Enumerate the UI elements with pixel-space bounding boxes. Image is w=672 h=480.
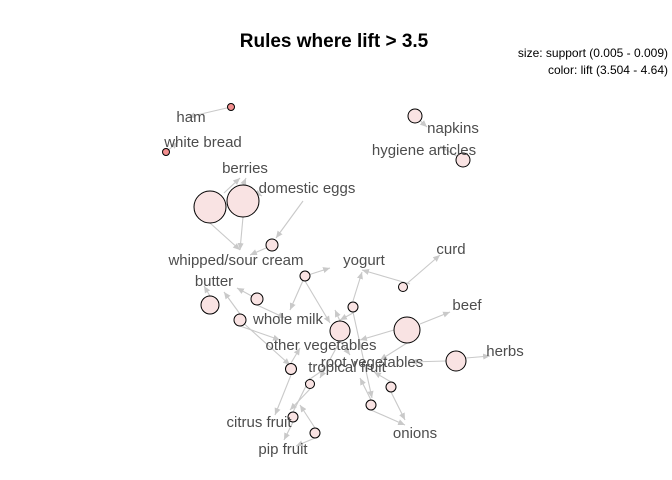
item-label-citrus-fruit: citrus fruit — [226, 414, 292, 431]
rule-butter-large — [200, 295, 220, 315]
item-label-ham: ham — [176, 109, 205, 126]
legend-size: size: support (0.005 - 0.009) — [518, 46, 668, 60]
item-label-berries: berries — [222, 160, 268, 177]
rule-edge-26 — [419, 311, 451, 325]
rule-edge-44 — [239, 319, 291, 366]
rule-edge-13 — [289, 275, 306, 311]
item-label-root-vegetables: root vegetables — [321, 354, 424, 371]
item-label-other-vegetables: other vegetables — [266, 337, 377, 354]
item-label-beef: beef — [452, 297, 482, 314]
rule-edge-43 — [352, 311, 374, 399]
rule-white-bread — [162, 148, 170, 156]
rule-edge-9 — [237, 216, 244, 251]
rule-edge-30 — [290, 347, 301, 364]
rule-edge-32 — [309, 367, 327, 380]
rule-yogurt — [347, 301, 359, 313]
rule-edge-28 — [409, 358, 447, 365]
rule-edge-6 — [240, 177, 247, 186]
rule-edge-27 — [379, 342, 408, 361]
rule-edge-1 — [187, 106, 232, 119]
rule-whipped-cream — [265, 238, 279, 252]
rule-edge-16 — [203, 285, 211, 297]
rule-edge-18 — [223, 291, 241, 315]
item-label-pip-fruit: pip fruit — [258, 441, 308, 458]
item-label-curd: curd — [436, 241, 465, 258]
rule-curd — [398, 282, 408, 292]
item-label-butter: butter — [195, 273, 233, 290]
rule-tropical-2 — [305, 379, 315, 389]
rule-edge-22 — [339, 312, 354, 321]
rule-citrus — [287, 411, 299, 423]
rule-tropical-1 — [285, 363, 297, 375]
rule-edge-20 — [239, 325, 281, 341]
rule-whipped-2 — [299, 270, 311, 282]
item-label-herbs: herbs — [486, 343, 524, 360]
rule-napkins — [407, 108, 423, 124]
item-label-domestic-eggs: domestic eggs — [259, 180, 356, 197]
rule-edge-35 — [390, 391, 406, 421]
rule-berries-large — [193, 190, 227, 224]
rule-edge-8 — [209, 222, 241, 251]
item-label-yogurt: yogurt — [343, 252, 386, 269]
rule-edge-5 — [223, 177, 241, 194]
rule-edge-29 — [465, 353, 491, 360]
rule-edge-33 — [289, 388, 311, 411]
item-label-whipped-sour-cream: whipped/sour cream — [167, 252, 303, 269]
item-label-white-bread: white bread — [163, 134, 242, 151]
rule-edge-45 — [304, 280, 331, 324]
rule-edge-36 — [359, 377, 372, 401]
rule-beef-large — [393, 316, 421, 344]
rule-node-layer — [162, 103, 471, 439]
rule-edge-31 — [274, 374, 292, 416]
rule-domestic-eggs-large — [226, 184, 260, 218]
rule-herbs-large — [445, 350, 467, 372]
rule-edge-41 — [295, 437, 316, 447]
rule-edge-11 — [249, 247, 267, 256]
rule-butter-2 — [250, 292, 264, 306]
rule-ham — [227, 103, 235, 111]
rule-whole-milk — [233, 313, 247, 327]
item-label-hygiene-articles: hygiene articles — [372, 142, 476, 159]
rule-edge-14 — [402, 254, 441, 288]
rule-edge-23 — [334, 309, 341, 322]
rule-other-veg-large — [329, 320, 351, 342]
rule-edge-42 — [319, 340, 341, 379]
legend-color: color: lift (3.504 - 4.64) — [548, 63, 668, 77]
item-label-tropical-fruit: tropical fruit — [308, 359, 386, 376]
rule-hygiene-articles — [455, 152, 471, 168]
rule-edge-37 — [370, 409, 406, 426]
rule-edge-40 — [299, 404, 316, 429]
item-label-onions: onions — [393, 425, 437, 442]
rule-edge-21 — [352, 271, 363, 302]
item-label-whole-milk: whole milk — [252, 311, 324, 328]
rule-edge-10 — [275, 200, 304, 239]
rule-edge-24 — [339, 340, 351, 356]
rule-onions-1 — [385, 381, 397, 393]
graph-title: Rules where lift > 3.5 — [240, 31, 429, 52]
rule-edge-19 — [256, 304, 286, 319]
rule-edge-34 — [373, 371, 392, 383]
rule-edge-15 — [361, 268, 411, 285]
item-label-layer: ham white bread napkins hygiene articles… — [163, 109, 524, 458]
item-label-napkins: napkins — [427, 120, 479, 137]
rule-onions-2 — [365, 399, 377, 411]
rule-edge-39 — [283, 421, 294, 441]
rule-edge-25 — [359, 329, 395, 341]
rule-pip — [309, 427, 321, 439]
